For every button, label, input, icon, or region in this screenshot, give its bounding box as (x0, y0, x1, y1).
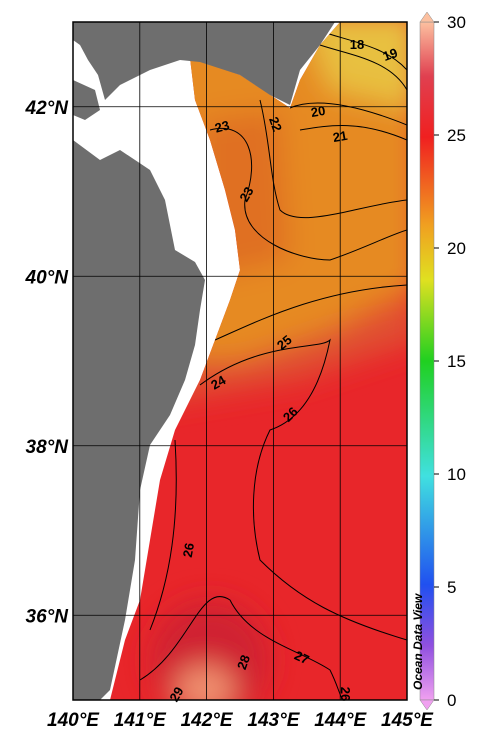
lat-tick-label: 38°N (26, 437, 70, 458)
contour-label: 27 (292, 648, 311, 668)
contour-label: 23 (213, 117, 231, 135)
contour-label: 28 (234, 653, 253, 672)
contour-label: 29 (166, 684, 186, 704)
colorbar-arrow (419, 11, 435, 23)
lon-tick-label: 143°E (247, 710, 300, 731)
contour-label: 19 (381, 45, 400, 64)
map-frame (72, 21, 408, 701)
contour-label: 23 (236, 184, 256, 204)
lon-tick-label: 142°E (181, 710, 234, 731)
lon-tick-label: 145°E (381, 710, 434, 731)
contour-label: 26 (180, 542, 197, 559)
watermark: Ocean Data View (411, 593, 425, 690)
contour-label: 22 (266, 115, 285, 134)
contour-label: 20 (310, 103, 327, 120)
colorbar-tick-label: 10 (447, 465, 466, 484)
colorbar-arrow (419, 699, 435, 711)
contour-label: 21 (332, 128, 349, 145)
land (73, 22, 335, 700)
contour-label: 18 (350, 37, 364, 52)
colorbar-tick-label: 30 (447, 13, 466, 32)
contour-label: 26 (338, 687, 353, 701)
lat-tick-label: 40°N (25, 267, 70, 288)
lon-tick-label: 141°E (114, 710, 167, 731)
colorbar-tick-label: 5 (447, 578, 456, 597)
colorbar-tick-label: 15 (447, 352, 466, 371)
colorbar-tick-label: 25 (447, 126, 466, 145)
lon-tick-label: 140°E (47, 710, 100, 731)
colorbar: 0 5 10 15 20 25 30 (419, 11, 466, 711)
lat-tick-label: 36°N (26, 606, 70, 627)
colorbar-tick-label: 0 (447, 691, 456, 710)
lat-tick-label: 42°N (25, 98, 70, 119)
colorbar-tick-label: 20 (447, 239, 466, 258)
lon-tick-label: 144°E (314, 710, 367, 731)
